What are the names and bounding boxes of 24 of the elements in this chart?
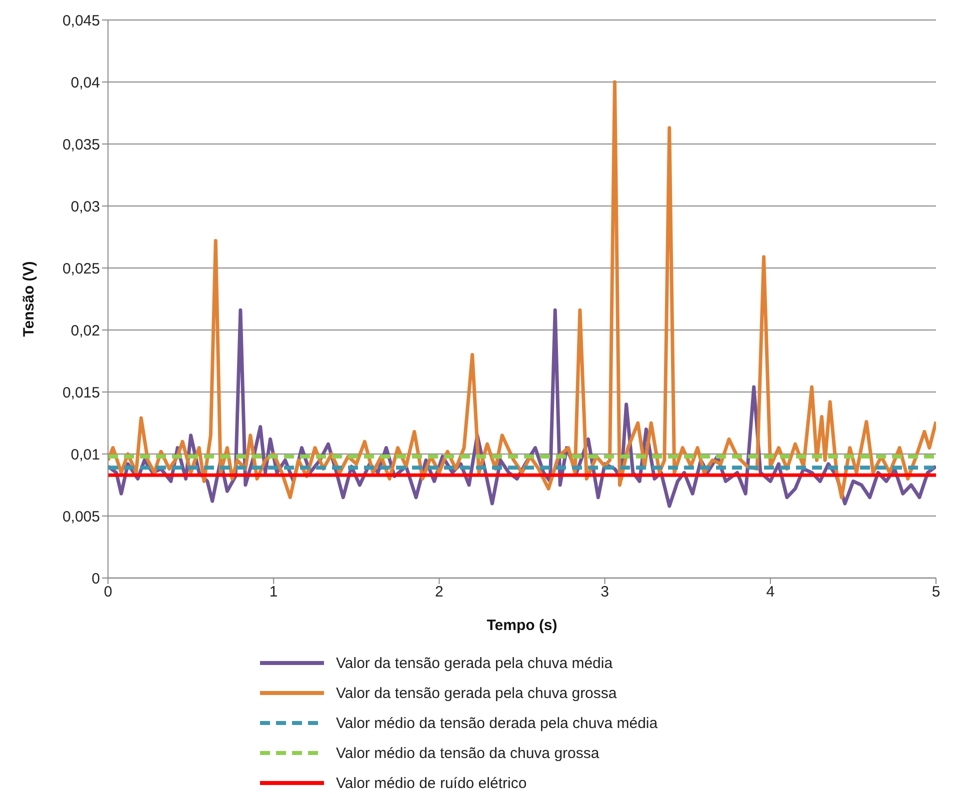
y-tick-label: 0,03	[70, 198, 100, 216]
y-tick-label: 0,015	[62, 384, 100, 402]
x-axis-title: Tempo (s)	[486, 617, 558, 634]
y-tick-label: 0,01	[70, 446, 100, 464]
legend-label: Valor médio de ruído elétrico	[336, 774, 527, 792]
x-tick-label: 3	[600, 584, 609, 601]
line-series	[108, 80, 936, 500]
y-tick-label: 0,035	[62, 136, 100, 154]
y-tick-label: 0,02	[70, 322, 100, 340]
y-tick-label: 0,005	[62, 508, 100, 526]
legend-label: Valor da tensão gerada pela chuva média	[336, 654, 613, 672]
y-tick-label: 0,04	[70, 74, 100, 92]
x-tick-label: 1	[269, 584, 278, 601]
y-tick-label: 0,045	[62, 12, 100, 30]
legend-label: Valor da tensão gerada pela chuva grossa	[336, 684, 617, 702]
legend-label: Valor médio da tensão derada pela chuva média	[336, 714, 658, 732]
y-tick-label: 0	[92, 570, 100, 588]
x-tick-label: 2	[435, 584, 444, 601]
y-tick-label: 0,025	[62, 260, 100, 278]
x-tick-label: 4	[766, 584, 775, 601]
y-axis-title: Tensão (V)	[20, 261, 38, 337]
x-tick-label: 5	[932, 584, 940, 601]
x-tick-label: 0	[104, 584, 112, 601]
legend-label: Valor médio da tensão da chuva grossa	[336, 744, 600, 762]
